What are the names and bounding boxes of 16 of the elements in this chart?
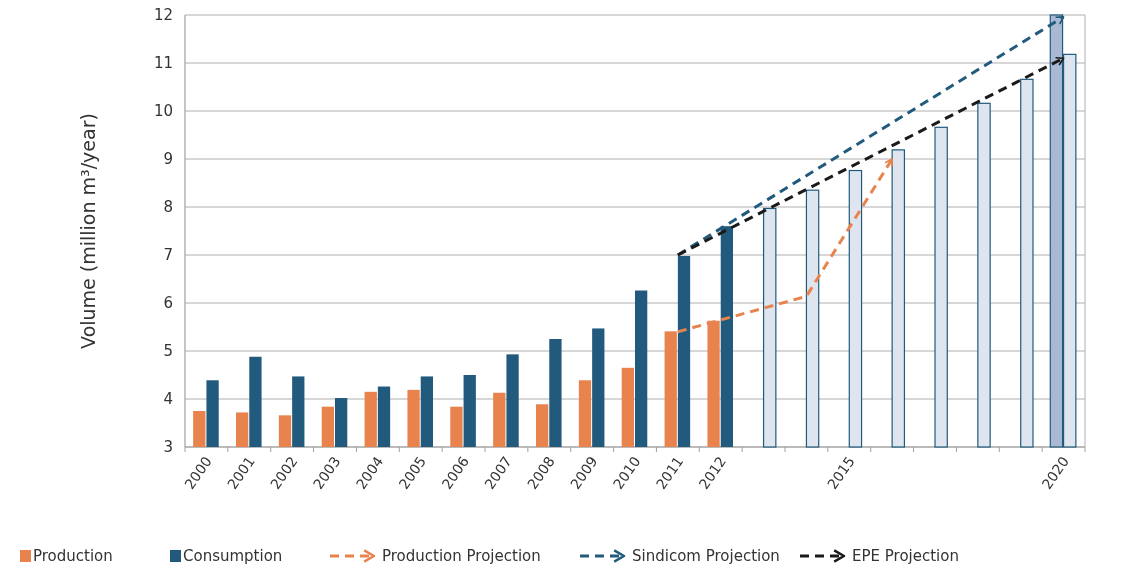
legend-label: Production Projection — [382, 547, 541, 566]
y-tick-label: 11 — [153, 54, 173, 73]
legend-label: Sindicom Projection — [632, 547, 780, 566]
y-tick-label: 10 — [153, 102, 173, 121]
y-tick-label: 4 — [163, 390, 173, 409]
y-tick-label: 6 — [163, 294, 173, 313]
legend-label: Consumption — [183, 547, 283, 566]
y-tick-label: 8 — [163, 198, 173, 217]
y-tick-label: 3 — [163, 438, 173, 457]
legend-label: Production — [33, 547, 113, 566]
y-tick-label: 12 — [153, 6, 173, 25]
y-tick-label: 5 — [163, 342, 173, 361]
legend-label: EPE Projection — [852, 547, 959, 566]
y-tick-label: 9 — [163, 150, 173, 169]
y-tick-label: 7 — [163, 246, 173, 265]
y-axis-title: Volume (million m³/year) — [77, 113, 99, 349]
